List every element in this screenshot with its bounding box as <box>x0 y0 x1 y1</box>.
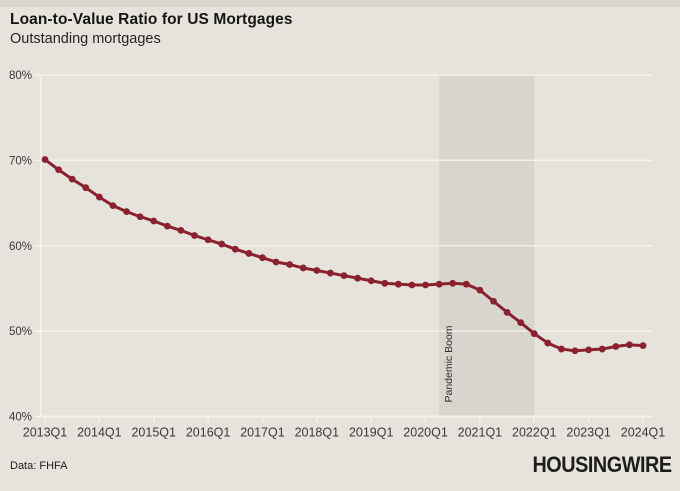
x-tick-label: 2017Q1 <box>240 426 285 440</box>
x-tick-label: 2023Q1 <box>566 426 611 440</box>
data-point <box>639 342 647 350</box>
top-strip <box>0 0 680 7</box>
data-point <box>354 274 361 282</box>
data-point <box>585 346 593 354</box>
data-point <box>313 267 321 274</box>
data-point <box>367 277 375 285</box>
data-point <box>109 202 117 210</box>
housingwire-logo: HOUSINGWIRE <box>532 452 673 477</box>
data-point <box>598 345 606 353</box>
data-source-label: Data: FHFA <box>10 460 68 472</box>
data-point <box>123 208 130 216</box>
data-point <box>462 280 470 288</box>
data-point <box>503 308 511 316</box>
data-point <box>204 236 212 244</box>
data-point <box>394 280 402 288</box>
x-tick-label: 2014Q1 <box>77 426 122 440</box>
data-point <box>299 264 307 272</box>
x-tick-label: 2018Q1 <box>295 426 340 440</box>
y-tick-label: 70% <box>9 155 32 167</box>
x-tick-label: 2022Q1 <box>512 426 557 440</box>
x-tick-label: 2020Q1 <box>403 426 448 440</box>
data-point <box>435 280 443 288</box>
data-point <box>41 156 49 163</box>
y-tick-label: 80% <box>9 70 32 82</box>
data-point <box>327 269 334 277</box>
ltv-line <box>43 158 645 353</box>
data-point <box>55 166 62 174</box>
data-point <box>272 258 280 266</box>
data-point <box>340 272 348 280</box>
data-point <box>191 232 198 239</box>
data-point <box>68 175 76 183</box>
data-point <box>530 330 538 338</box>
data-point <box>476 286 484 294</box>
y-tick-label: 60% <box>9 241 32 253</box>
data-point <box>422 281 429 289</box>
data-point <box>150 217 158 225</box>
data-point <box>136 213 144 221</box>
data-point <box>544 339 552 347</box>
y-tick-label: 50% <box>9 326 32 338</box>
data-point <box>95 193 103 201</box>
pandemic-boom-label: Pandemic Boom <box>443 325 455 402</box>
data-point <box>490 297 497 305</box>
data-point <box>517 319 525 326</box>
x-tick-label: 2024Q1 <box>621 426 666 440</box>
chart-title: Loan-to-Value Ratio for US Mortgages <box>10 11 293 28</box>
data-point <box>245 250 253 257</box>
x-tick-label: 2021Q1 <box>458 426 503 440</box>
data-point <box>449 279 457 287</box>
x-tick-label: 2019Q1 <box>349 426 394 440</box>
data-point <box>231 245 239 253</box>
chart-subtitle: Outstanding mortgages <box>10 31 161 47</box>
data-point <box>408 281 416 289</box>
x-tick-label: 2016Q1 <box>186 426 231 440</box>
data-point <box>571 347 579 355</box>
data-point <box>612 343 620 350</box>
data-point <box>177 226 185 234</box>
data-point <box>286 261 294 268</box>
data-point <box>163 222 171 230</box>
data-point <box>82 184 90 192</box>
y-tick-label: 40% <box>9 412 32 424</box>
data-point <box>626 341 633 349</box>
x-tick-label: 2015Q1 <box>131 426 176 440</box>
data-point <box>259 254 266 262</box>
x-tick-label: 2013Q1 <box>23 426 68 440</box>
data-point <box>218 240 226 248</box>
data-point <box>558 345 565 353</box>
data-point <box>381 279 389 287</box>
